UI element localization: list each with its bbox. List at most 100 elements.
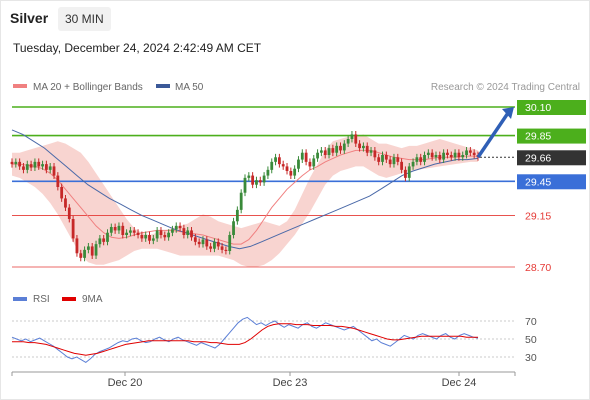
candle-body [377,157,381,162]
candle-body [423,155,426,162]
candle-body [228,235,232,251]
level-label-29.15: 29.15 [525,211,551,223]
candle-body [285,166,289,171]
candle-body [94,244,98,256]
candle-body [232,221,235,235]
candle-body [472,152,476,155]
candle-body [289,171,293,176]
candle-body [190,230,193,238]
candle-body [71,219,75,239]
rsi-ma-line [12,323,478,356]
rsi-legend-swatch [13,297,27,301]
projection-arrow-line [476,112,510,159]
candle-body [174,225,178,230]
level-tag-29.45 [517,174,586,190]
bollinger-bands [12,134,478,267]
candle-body [346,139,350,144]
level-label-29.85: 29.85 [525,131,551,143]
candle-body [216,241,220,247]
x-label-2: Dec 24 [442,377,477,389]
candle-body [52,166,56,176]
candle-body [362,145,365,149]
candle-body [67,207,71,219]
candle-body [255,180,258,185]
candle-body [235,209,239,222]
candle-body [327,148,331,155]
candle-body [358,143,361,149]
rsi-legend: RSI 9MA [13,294,103,305]
candle-body [33,161,37,168]
candle-body [319,150,323,153]
candle-body [331,148,335,153]
rsi-ma-legend-label: 9MA [82,294,103,305]
candle-body [407,166,411,178]
candle-body [37,161,41,167]
rsi-line [11,316,479,364]
candle-body [86,246,90,250]
candle-body [411,161,415,167]
candle-body [404,169,407,178]
candle-body [48,166,52,170]
ma50-legend-swatch [156,84,170,88]
candle-body [262,175,266,183]
level-tag-29.85 [517,128,586,144]
candle-body [109,227,113,233]
x-label-1: Dec 23 [273,377,308,389]
level-label-30.10: 30.10 [525,102,551,114]
candle-body [140,235,144,239]
candle-body [98,238,102,245]
candle-body [415,157,419,162]
candle-body [266,169,270,176]
candle-body [129,230,132,233]
candle-body [446,152,449,155]
candle-body [209,246,213,249]
candle-body [304,152,308,162]
rsi-tick-50: 50 [525,334,537,346]
x-label-0: Dec 20 [108,377,143,389]
moving-averages [11,129,479,250]
candle-body [121,225,125,235]
candle-body [339,145,342,151]
timestamp: Tuesday, December 24, 2024 2:42:49 AM CE… [13,41,262,55]
candle-body [335,145,339,153]
candle-body [468,150,472,153]
candle-body [132,230,136,233]
candle-body [178,225,182,229]
candle-body [430,152,434,158]
candle-body [308,161,312,167]
candle-body [251,175,255,185]
candle-body [197,241,201,245]
candle-body [258,180,262,183]
candle-body [239,192,243,210]
timeframe-badge[interactable]: 30 MIN [58,7,111,31]
level-label-29.45: 29.45 [525,176,551,188]
candle-body [224,249,228,251]
level-label-28.70: 28.70 [525,262,551,274]
instrument-title: Silver [10,10,49,26]
candle-body [354,134,358,144]
candle-body [186,230,190,235]
candle-body [182,228,186,235]
candle-body [243,177,247,193]
candle-body [56,175,60,187]
candle-body [270,161,274,170]
ma20-line [12,149,478,245]
rsi-tick-70: 70 [525,316,537,328]
level-tag-29.66 [517,150,586,166]
candle-body [106,232,109,242]
candle-body [41,164,44,167]
candle-body [125,232,128,235]
candle-body [247,175,251,178]
candle-body [419,157,423,162]
candle-body [10,161,14,165]
candle-body [29,164,33,168]
x-axis: Dec 20 Dec 23 Dec 24 [11,371,516,389]
ma50-legend-label: MA 50 [175,82,204,93]
candle-body [461,155,465,158]
candle-body [342,143,346,151]
candle-body [274,157,277,162]
ma20-legend-label: MA 20 + Bollinger Bands [33,82,143,93]
level-tag-30.10 [517,100,586,115]
candle-body [75,238,79,254]
